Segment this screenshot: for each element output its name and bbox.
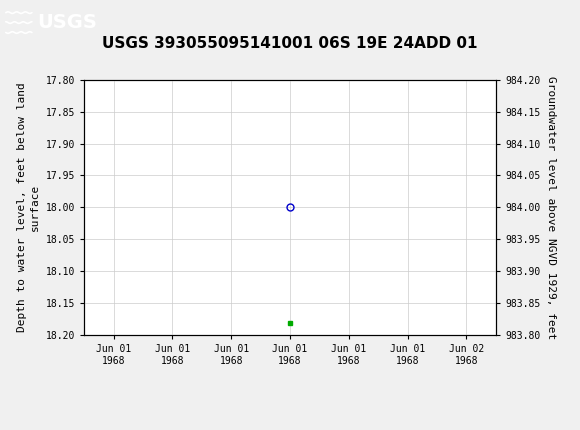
Y-axis label: Groundwater level above NGVD 1929, feet: Groundwater level above NGVD 1929, feet [546,76,556,339]
Y-axis label: Depth to water level, feet below land
surface: Depth to water level, feet below land su… [17,83,40,332]
Text: USGS: USGS [38,13,97,32]
Text: USGS 393055095141001 06S 19E 24ADD 01: USGS 393055095141001 06S 19E 24ADD 01 [102,36,478,50]
